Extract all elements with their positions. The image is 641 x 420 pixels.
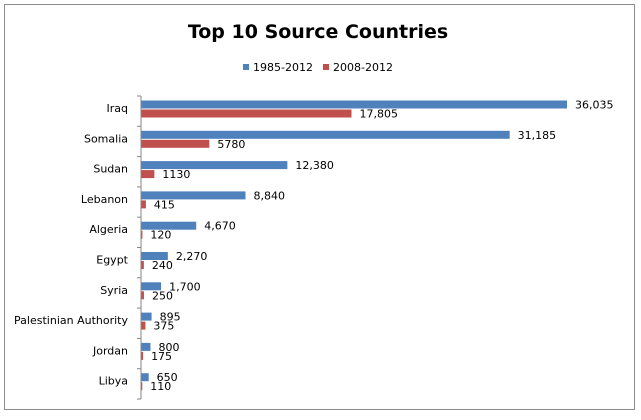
category-label-jordan: Jordan (92, 344, 128, 357)
data-label-algeria-2008-2012: 120 (150, 229, 171, 242)
data-label-libya-2008-2012: 110 (150, 380, 171, 393)
data-label-lebanon-2008-2012: 415 (154, 198, 175, 211)
category-label-lebanon: Lebanon (81, 193, 128, 206)
chart-frame (4, 4, 635, 410)
data-label-egypt-2008-2012: 240 (152, 259, 173, 272)
plot-area: Iraq 36,035 17,805 Somalia 31,185 5780 Sudan 12… (14, 95, 614, 400)
data-label-palestinian-authority-2008-2012: 375 (153, 320, 174, 333)
bar-palestinian-authority-1985-2012 (141, 312, 152, 321)
chart-title: Top 10 Source Countries (188, 21, 448, 43)
bar-libya-2008-2012 (141, 382, 143, 391)
data-label-syria-1985-2012: 1,700 (169, 280, 201, 293)
bar-somalia-2008-2012 (141, 139, 210, 148)
data-label-iraq-1985-2012: 36,035 (575, 99, 614, 112)
data-label-algeria-1985-2012: 4,670 (204, 220, 236, 233)
bar-syria-1985-2012 (141, 282, 162, 291)
data-label-sudan-2008-2012: 1130 (162, 168, 190, 181)
category-label-sudan: Sudan (93, 163, 128, 176)
category-label-somalia: Somalia (84, 132, 128, 145)
bar-libya-1985-2012 (141, 373, 149, 382)
bar-sudan-2008-2012 (141, 170, 155, 179)
data-label-palestinian-authority-1985-2012: 895 (160, 311, 181, 324)
legend-label-2008-2012: 2008-2012 (333, 61, 393, 74)
data-label-iraq-2008-2012: 17,805 (359, 108, 398, 121)
data-label-lebanon-1985-2012: 8,840 (254, 189, 286, 202)
bar-lebanon-2008-2012 (141, 200, 146, 209)
bar-syria-2008-2012 (141, 291, 144, 300)
category-label-iraq: Iraq (107, 102, 129, 115)
bar-egypt-1985-2012 (141, 252, 168, 260)
category-label-egypt: Egypt (96, 254, 128, 267)
bar-lebanon-1985-2012 (141, 191, 246, 200)
data-label-syria-2008-2012: 250 (152, 289, 173, 302)
bar-algeria-2008-2012 (141, 230, 143, 239)
data-label-sudan-1985-2012: 12,380 (295, 159, 334, 172)
bar-algeria-1985-2012 (141, 221, 197, 230)
data-label-somalia-2008-2012: 5780 (217, 138, 245, 151)
bar-jordan-2008-2012 (141, 351, 144, 360)
legend-swatch-2008-2012 (323, 64, 329, 70)
bar-iraq-1985-2012 (141, 100, 567, 109)
legend-swatch-1985-2012 (243, 64, 249, 70)
bar-sudan-1985-2012 (141, 161, 288, 170)
data-label-libya-1985-2012: 650 (157, 371, 178, 384)
data-label-jordan-2008-2012: 175 (151, 350, 172, 363)
bar-somalia-1985-2012 (141, 130, 510, 139)
data-label-somalia-1985-2012: 31,185 (518, 129, 557, 142)
category-label-syria: Syria (100, 284, 128, 297)
data-label-egypt-1985-2012: 2,270 (176, 250, 208, 263)
data-label-jordan-1985-2012: 800 (158, 341, 179, 354)
bar-palestinian-authority-2008-2012 (141, 321, 146, 330)
legend: 1985-2012 2008-2012 (243, 61, 393, 74)
bar-iraq-2008-2012 (141, 109, 352, 118)
category-label-palestinian-authority: Palestinian Authority (14, 314, 128, 327)
category-label-libya: Libya (99, 375, 128, 388)
legend-label-1985-2012: 1985-2012 (253, 61, 313, 74)
bar-jordan-1985-2012 (141, 342, 151, 351)
bar-egypt-2008-2012 (141, 261, 144, 269)
category-label-algeria: Algeria (89, 223, 128, 236)
